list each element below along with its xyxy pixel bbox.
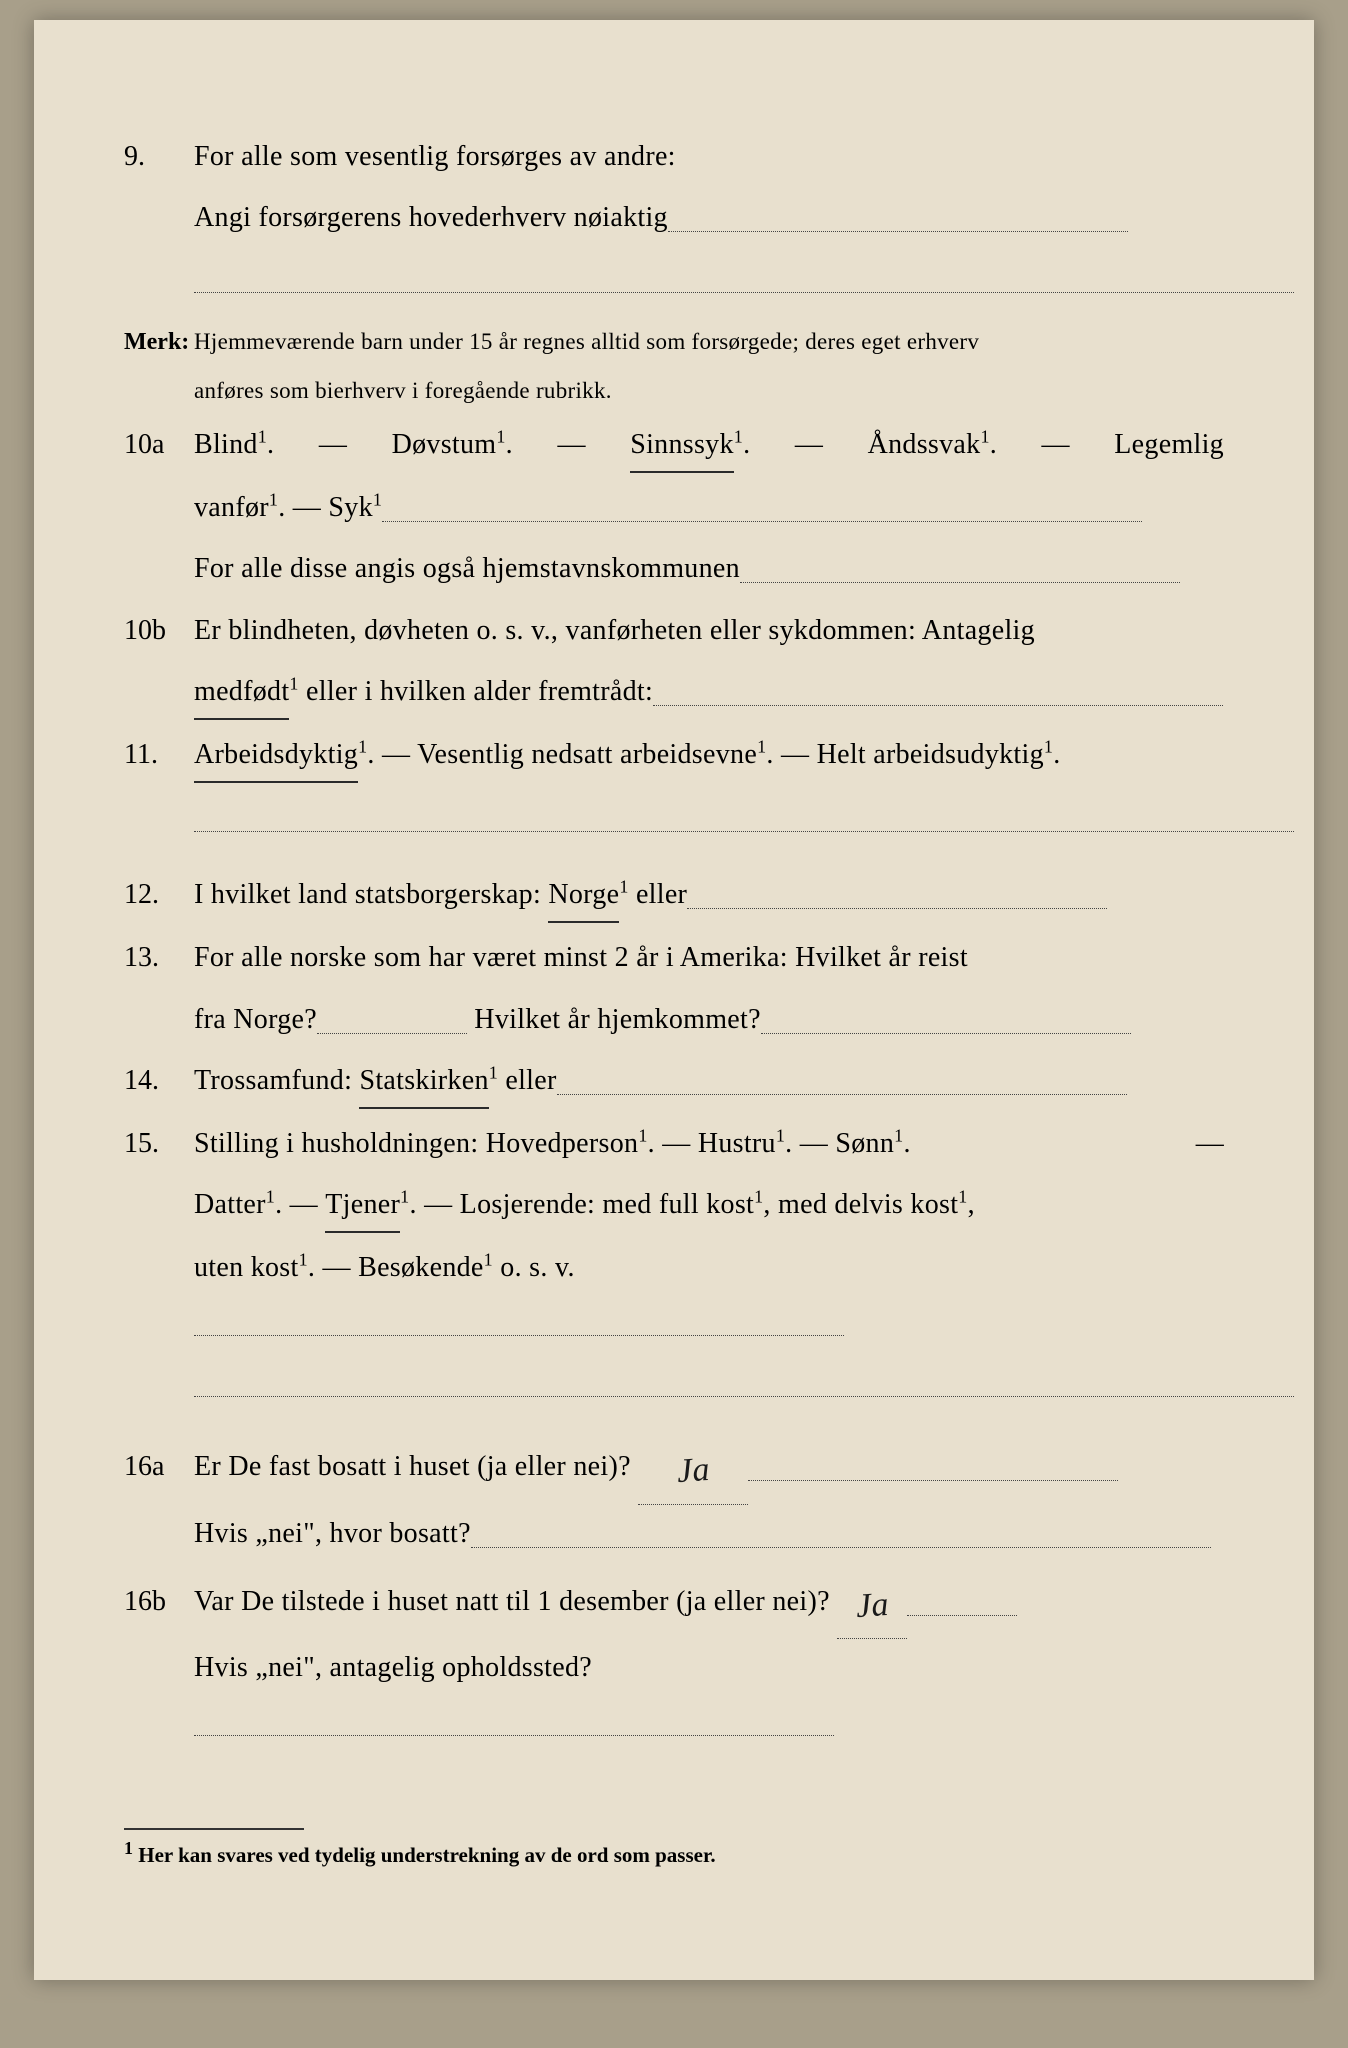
q12-number: 12. (124, 868, 194, 921)
q10b-number: 10b (124, 604, 194, 657)
q16b-blank[interactable] (194, 1735, 834, 1736)
q10a-number: 10a (124, 418, 194, 471)
q12-blank[interactable] (687, 908, 1107, 909)
q10a-row3: For alle disse angis også hjemstavnskomm… (124, 542, 1224, 595)
q16a-answer: Ja (675, 1438, 712, 1505)
q11-blank-row (124, 791, 1224, 844)
q15-row3: uten kost1. — Besøkende1 o. s. v. (124, 1241, 1224, 1347)
q13-blank2[interactable] (761, 1033, 1131, 1034)
q13-number: 13. (124, 931, 194, 984)
q13-row2: fra Norge? Hvilket år hjemkommet? (124, 993, 1224, 1046)
q10b-row2: medfødt1 eller i hvilken alder fremtrådt… (124, 665, 1224, 720)
q15-number: 15. (124, 1117, 194, 1170)
q16b-number: 16b (124, 1575, 194, 1628)
form-content: 9. For alle som vesentlig forsørges av a… (124, 130, 1224, 1868)
merk-text2: anføres som bierhverv i foregående rubri… (194, 373, 1224, 410)
q11-number: 11. (124, 728, 194, 781)
q16a-row1: 16a Er De fast bosatt i huset (ja eller … (124, 1433, 1224, 1499)
q14-blank[interactable] (557, 1094, 1127, 1095)
q16a-number: 16a (124, 1440, 194, 1493)
q12-row: 12. I hvilket land statsborgerskap: Norg… (124, 868, 1224, 923)
footnote-rule (124, 1828, 304, 1830)
q13-blank1[interactable] (317, 1033, 467, 1034)
q9-blank2[interactable] (194, 292, 1294, 293)
q9-row2: Angi forsørgerens hovederhverv nøiaktig (124, 191, 1224, 244)
q16a-row2: Hvis „nei", hvor bosatt? (124, 1507, 1224, 1560)
q10b-text1: Er blindheten, døvheten o. s. v., vanfør… (194, 604, 1224, 657)
q14-number: 14. (124, 1054, 194, 1107)
q16b-row1: 16b Var De tilstede i huset natt til 1 d… (124, 1568, 1224, 1634)
q9-row3 (124, 252, 1224, 305)
merk-row2: anføres som bierhverv i foregående rubri… (124, 373, 1224, 410)
q16b-row2: Hvis „nei", antagelig opholdssted? (124, 1641, 1224, 1747)
q13-row1: 13. For alle norske som har været minst … (124, 931, 1224, 984)
q16a-blank[interactable] (471, 1547, 1211, 1548)
q16b-answer-field[interactable]: Ja (837, 1574, 907, 1640)
q15-blank2[interactable] (194, 1396, 1294, 1397)
merk-text1: Hjemmeværende barn under 15 år regnes al… (194, 324, 1224, 361)
q11-row: 11. Arbeidsdyktig1. — Vesentlig nedsatt … (124, 728, 1224, 783)
q15-blank-row (124, 1356, 1224, 1409)
q16a-answer-field[interactable]: Ja (638, 1439, 748, 1505)
q10b-blank[interactable] (653, 705, 1223, 706)
census-form-page: 9. For alle som vesentlig forsørges av a… (34, 20, 1314, 1980)
footnote: 1 Her kan svares ved tydelig understrekn… (124, 1838, 1224, 1868)
q10a-blank[interactable] (382, 521, 1142, 522)
merk-label: Merk: (124, 320, 194, 366)
q9-blank[interactable] (668, 231, 1128, 232)
q10a-row2: vanfør1. — Syk1 (124, 481, 1224, 534)
q15-row2: Datter1. — Tjener1. — Losjerende: med fu… (124, 1178, 1224, 1233)
q14-row: 14. Trossamfund: Statskirken1 eller (124, 1054, 1224, 1109)
q10a-blank2[interactable] (740, 582, 1180, 583)
q16b-answer: Ja (854, 1573, 891, 1640)
q11-blank[interactable] (194, 831, 1294, 832)
q9-text1: For alle som vesentlig forsørges av andr… (194, 130, 1224, 183)
q9-row1: 9. For alle som vesentlig forsørges av a… (124, 130, 1224, 183)
q15-blank[interactable] (194, 1335, 844, 1336)
q15-row1: 15. Stilling i husholdningen: Hovedperso… (124, 1117, 1224, 1170)
q10b-row1: 10b Er blindheten, døvheten o. s. v., va… (124, 604, 1224, 657)
q10a-row1: 10a Blind1. — Døvstum1. — Sinnssyk1. — Å… (124, 418, 1224, 473)
q9-text2: Angi forsørgerens hovederhverv nøiaktig (194, 191, 1224, 244)
q13-text1: For alle norske som har været minst 2 år… (194, 931, 1224, 984)
q9-number: 9. (124, 130, 194, 183)
merk-row1: Merk: Hjemmeværende barn under 15 år reg… (124, 320, 1224, 366)
q10a-options: Blind1. — Døvstum1. — Sinnssyk1. — Åndss… (194, 418, 1224, 473)
q10a-line3: For alle disse angis også hjemstavnskomm… (194, 553, 740, 584)
